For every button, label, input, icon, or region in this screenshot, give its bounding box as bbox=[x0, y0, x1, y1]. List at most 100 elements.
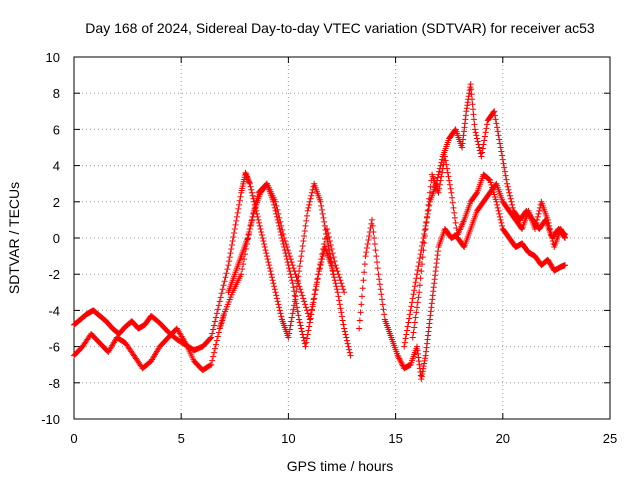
data-point bbox=[298, 248, 305, 255]
y-tick-label: -4 bbox=[48, 303, 60, 318]
data-point bbox=[404, 323, 411, 330]
data-point bbox=[230, 233, 237, 240]
data-point bbox=[274, 216, 281, 223]
data-point bbox=[446, 177, 453, 184]
data-point bbox=[410, 291, 417, 298]
data-point bbox=[362, 253, 369, 260]
data-point bbox=[228, 242, 235, 249]
data-point bbox=[436, 181, 443, 188]
data-point bbox=[294, 308, 301, 315]
data-point bbox=[412, 314, 419, 321]
data-point bbox=[212, 318, 219, 325]
data-point bbox=[369, 216, 376, 223]
data-point bbox=[494, 128, 501, 135]
data-point bbox=[233, 213, 240, 220]
data-point bbox=[276, 222, 283, 229]
data-point bbox=[495, 207, 502, 214]
data-point bbox=[237, 193, 244, 200]
data-point bbox=[467, 81, 474, 88]
data-point bbox=[318, 202, 325, 209]
data-point bbox=[419, 239, 426, 246]
data-point bbox=[474, 138, 481, 145]
y-tick-label: 8 bbox=[53, 86, 60, 101]
data-point bbox=[214, 333, 221, 340]
data-points bbox=[71, 81, 568, 383]
data-point bbox=[420, 247, 427, 254]
data-point bbox=[235, 205, 242, 212]
data-point bbox=[225, 262, 232, 269]
data-point bbox=[561, 262, 568, 269]
data-point bbox=[293, 274, 300, 281]
data-point bbox=[217, 294, 224, 301]
data-point bbox=[228, 246, 235, 253]
x-tick-label: 10 bbox=[281, 431, 295, 446]
chart-title: Day 168 of 2024, Sidereal Day-to-day VTE… bbox=[85, 20, 595, 36]
data-point bbox=[266, 265, 273, 272]
data-point bbox=[380, 306, 387, 313]
data-point bbox=[497, 216, 504, 223]
data-point bbox=[412, 279, 419, 286]
data-point bbox=[377, 286, 384, 293]
data-point bbox=[323, 225, 330, 232]
data-point bbox=[423, 219, 430, 226]
data-point bbox=[288, 277, 295, 284]
data-point bbox=[472, 129, 479, 136]
data-point bbox=[306, 201, 313, 208]
data-point bbox=[298, 289, 305, 296]
data-point bbox=[326, 238, 333, 245]
data-point bbox=[452, 219, 459, 226]
data-point bbox=[304, 310, 311, 317]
data-point bbox=[281, 247, 288, 254]
data-point bbox=[411, 287, 418, 294]
data-point bbox=[548, 231, 555, 238]
data-point bbox=[292, 271, 299, 278]
data-point bbox=[256, 219, 263, 226]
data-point bbox=[549, 235, 556, 241]
data-point bbox=[309, 303, 316, 310]
data-point bbox=[411, 319, 418, 326]
data-point bbox=[425, 201, 432, 208]
data-point bbox=[359, 285, 366, 292]
data-point bbox=[273, 292, 280, 299]
data-point bbox=[364, 241, 371, 248]
data-point bbox=[330, 271, 337, 278]
data-point bbox=[366, 232, 373, 239]
data-point bbox=[328, 246, 335, 253]
series-trace-a bbox=[71, 169, 337, 354]
data-point bbox=[546, 222, 553, 229]
data-point bbox=[244, 235, 251, 241]
data-point bbox=[509, 204, 516, 211]
data-point bbox=[293, 304, 300, 311]
data-point bbox=[291, 288, 298, 295]
data-point bbox=[227, 250, 234, 257]
data-point bbox=[442, 157, 449, 164]
data-point bbox=[276, 304, 283, 311]
data-point bbox=[296, 319, 303, 326]
y-tick-label: -6 bbox=[48, 340, 60, 355]
data-point bbox=[304, 331, 311, 338]
data-point bbox=[210, 353, 217, 360]
data-point bbox=[335, 271, 342, 278]
data-point bbox=[329, 268, 336, 275]
data-point bbox=[342, 331, 349, 338]
data-point bbox=[337, 277, 344, 284]
data-point bbox=[471, 121, 478, 128]
data-point bbox=[409, 295, 416, 302]
data-point bbox=[322, 236, 329, 243]
data-point bbox=[236, 197, 243, 204]
data-point bbox=[221, 278, 228, 285]
data-point bbox=[496, 210, 503, 217]
data-point bbox=[376, 276, 383, 283]
data-point bbox=[319, 253, 326, 260]
data-point bbox=[401, 343, 408, 350]
data-point bbox=[313, 279, 320, 286]
data-point bbox=[263, 250, 270, 257]
data-point bbox=[499, 152, 506, 159]
data-point bbox=[344, 337, 351, 344]
series-trace-f bbox=[409, 153, 568, 341]
data-point bbox=[480, 141, 487, 148]
data-point bbox=[333, 283, 340, 290]
data-point bbox=[211, 322, 218, 329]
data-point bbox=[343, 334, 350, 341]
